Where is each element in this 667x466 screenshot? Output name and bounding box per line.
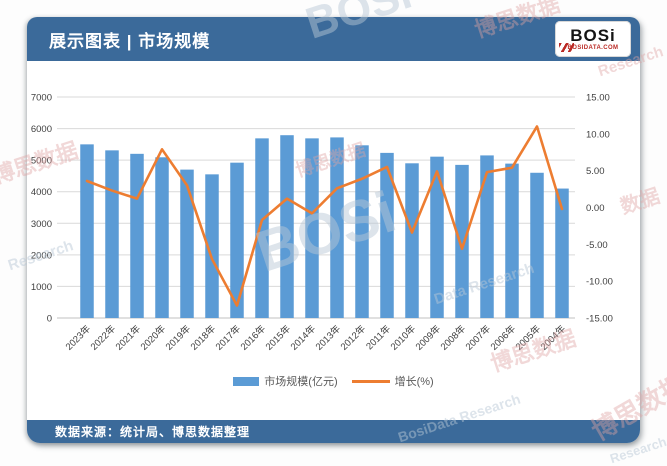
- x-axis-label: 2022年: [88, 322, 119, 353]
- bar-2012年: [355, 145, 369, 318]
- bar-series-label: 市场规模(亿元): [264, 376, 338, 388]
- bar-2010年: [405, 163, 419, 318]
- left-axis-tick: 3000: [31, 219, 52, 230]
- x-axis-label: 2005年: [513, 322, 544, 353]
- bar-2015年: [280, 135, 294, 318]
- x-axis-label: 2020年: [138, 322, 169, 353]
- x-axis-label: 2007年: [463, 322, 494, 353]
- brand-logo: BOSi BOSIDATA.COM: [555, 21, 631, 57]
- x-axis-label: 2019年: [163, 322, 194, 353]
- bar-2008年: [455, 164, 469, 318]
- right-axis-tick: -10.00: [586, 277, 613, 288]
- x-axis-label: 2023年: [63, 322, 94, 353]
- card-header: 展示图表 | 市场规模 BOSi BOSIDATA.COM: [27, 17, 640, 61]
- left-axis-tick: 4000: [31, 187, 52, 198]
- left-axis-tick: 6000: [31, 124, 52, 135]
- x-axis-label: 2012年: [338, 322, 369, 353]
- bar-2011年: [380, 152, 394, 318]
- growth-line: [85, 125, 564, 307]
- bar-2009年: [430, 156, 444, 318]
- right-axis-tick: -5.00: [586, 240, 608, 251]
- right-axis-tick: 15.00: [586, 93, 610, 104]
- bar-2021年: [130, 153, 144, 318]
- brand-logo-text: BOSi: [570, 26, 616, 45]
- bar-2013年: [330, 137, 344, 318]
- x-axis-label: 2018年: [188, 322, 219, 353]
- bar-series-swatch: [233, 376, 260, 386]
- brand-logo-domain: BOSIDATA.COM: [567, 45, 619, 51]
- bar-2004年: [555, 188, 569, 318]
- bar-2019年: [180, 169, 194, 318]
- x-axis-label: 2016年: [238, 322, 269, 353]
- x-axis-label: 2017年: [213, 322, 244, 353]
- bar-2020年: [155, 157, 169, 318]
- bar-2014年: [305, 138, 319, 318]
- x-axis-label: 2021年: [113, 322, 144, 353]
- bar-2007年: [480, 155, 494, 318]
- x-axis-label: 2006年: [488, 322, 519, 353]
- bar-2022年: [105, 150, 119, 318]
- left-axis-tick: 1000: [31, 282, 52, 293]
- data-source-text: 数据来源：统计局、博思数据整理: [55, 425, 251, 439]
- line-series-swatch: [351, 379, 390, 383]
- left-axis-tick: 7000: [31, 93, 52, 104]
- bar-2016年: [255, 138, 269, 318]
- x-axis-label: 2013年: [313, 322, 344, 353]
- x-axis-label: 2010年: [388, 322, 419, 353]
- bar-2023年: [80, 144, 94, 318]
- left-axis-tick: 0: [47, 314, 52, 325]
- right-axis-tick: 10.00: [586, 129, 610, 140]
- bar-2005年: [530, 172, 544, 318]
- right-axis-tick: 5.00: [586, 166, 605, 177]
- right-axis-tick: -15.00: [586, 314, 613, 325]
- bar-2017年: [230, 162, 244, 318]
- brand-logo-stripes-icon: [559, 43, 574, 52]
- line-series-label: 增长(%): [394, 376, 434, 388]
- bar-2018年: [205, 174, 219, 318]
- chart-card: 展示图表 | 市场规模 BOSi BOSIDATA.COM 0 1000 2000 3…: [27, 17, 640, 443]
- x-axis-label: 2009年: [413, 322, 444, 353]
- left-axis-tick: 2000: [31, 250, 52, 261]
- x-axis-label: 2014年: [288, 322, 319, 353]
- legend-item-market-size: 市场规模(亿元): [233, 373, 338, 389]
- page-title: 展示图表 | 市场规模: [49, 31, 211, 51]
- left-axis-tick: 5000: [31, 156, 52, 167]
- chart-legend: 市场规模(亿元) 增长(%): [27, 373, 640, 389]
- bar-2006年: [505, 163, 519, 318]
- x-axis-label: 2004年: [538, 322, 569, 353]
- market-chart-svg: 0 1000 2000 3000 4000 5000 6000 7000 15.00 10.00 5…: [31, 93, 613, 353]
- x-axis-label: 2011年: [363, 322, 393, 352]
- legend-item-growth: 增长(%): [351, 373, 434, 389]
- x-axis-label: 2015年: [263, 322, 294, 353]
- x-axis-label: 2008年: [438, 322, 469, 353]
- right-axis-tick: 0.00: [586, 203, 605, 214]
- card-footer: 数据来源：统计局、博思数据整理: [27, 420, 640, 443]
- chart-region: 0 1000 2000 3000 4000 5000 6000 7000 15.00 10.00 5…: [27, 61, 640, 421]
